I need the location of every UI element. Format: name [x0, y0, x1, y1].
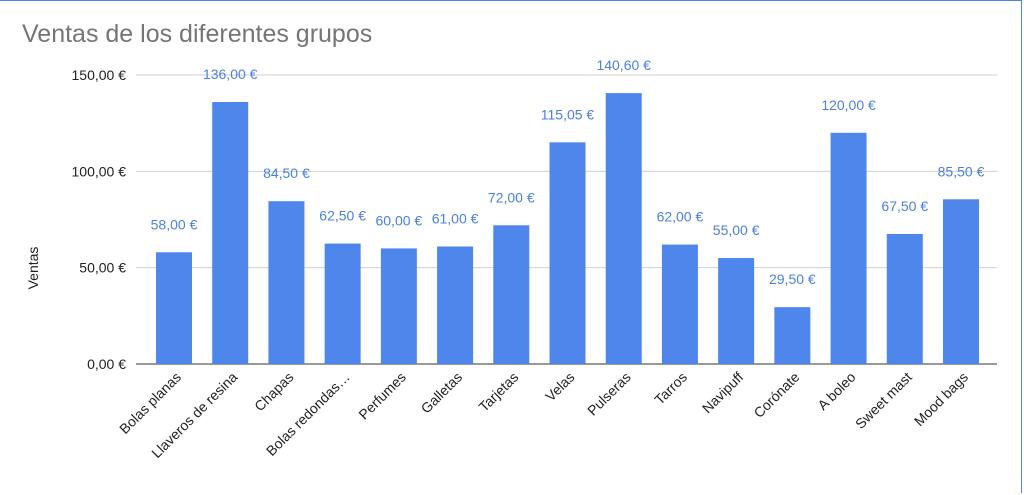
data-label: 61,00 €	[432, 210, 479, 226]
y-tick-label: 50,00 €	[79, 260, 126, 276]
x-tick-label: A boleo	[814, 369, 858, 413]
data-label: 67,50 €	[881, 198, 928, 214]
x-tick-label: Mood bags	[911, 369, 971, 429]
bar	[774, 307, 811, 364]
data-label: 60,00 €	[375, 212, 422, 228]
bar	[380, 248, 417, 364]
y-axis-label: Ventas	[25, 247, 41, 290]
bar	[493, 225, 530, 364]
data-label: 136,00 €	[203, 66, 258, 82]
data-label: 140,60 €	[596, 57, 651, 73]
bar	[268, 201, 305, 364]
bar	[437, 246, 474, 364]
x-tick-label: Chapas	[251, 369, 296, 414]
data-label: 115,05 €	[541, 106, 595, 122]
data-label: 55,00 €	[713, 222, 760, 238]
y-tick-label: 150,00 €	[72, 67, 127, 83]
bar	[830, 132, 867, 364]
data-label: 84,50 €	[263, 165, 310, 181]
y-tick-label: 100,00 €	[72, 163, 127, 179]
data-label: 72,00 €	[488, 189, 535, 205]
data-label: 85,50 €	[938, 163, 985, 179]
bars	[156, 93, 979, 365]
bar	[718, 258, 755, 364]
bar	[886, 233, 923, 364]
y-tick-label: 0,00 €	[87, 356, 126, 372]
data-label: 62,50 €	[319, 208, 366, 224]
data-label: 29,50 €	[769, 271, 816, 287]
data-labels: 58,00 € 136,00 € 84,50 € 62,50 € 60,00 € 61,0…	[151, 57, 985, 287]
x-tick-label: Corónate	[750, 369, 802, 421]
chart-title: Ventas de los diferentes grupos	[22, 20, 373, 48]
x-tick-label: Tarros	[651, 369, 690, 408]
bar	[661, 244, 698, 364]
x-tick-label: Pulseras	[584, 369, 634, 419]
data-label: 120,00 €	[821, 97, 876, 113]
data-label: 58,00 €	[151, 216, 198, 232]
bar	[156, 252, 192, 364]
bar	[943, 199, 979, 364]
x-tick-label: Galletas	[418, 369, 466, 417]
x-tick-label: Perfumes	[355, 369, 409, 423]
bar	[212, 101, 249, 365]
bar	[605, 93, 642, 365]
y-tick-labels: 0,00 € 50,00 € 100,00 € 150,00 €	[72, 67, 127, 372]
x-tick-label: Navipuff	[699, 369, 747, 417]
data-label: 62,00 €	[657, 209, 704, 225]
bar	[324, 243, 361, 364]
x-tick-label: Velas	[542, 369, 578, 405]
bar	[549, 142, 586, 364]
x-tick-label: Sweet mast	[852, 369, 915, 432]
x-tick-label: Tarjetas	[475, 369, 521, 415]
